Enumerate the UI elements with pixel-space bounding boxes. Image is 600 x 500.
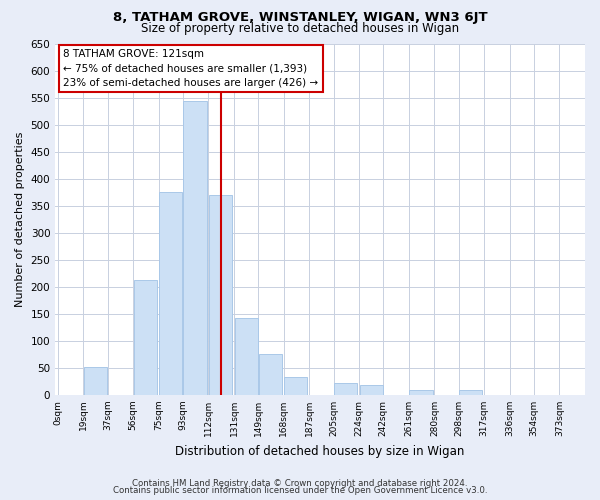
Bar [235, 318, 257, 395]
Text: 8, TATHAM GROVE, WINSTANLEY, WIGAN, WN3 6JT: 8, TATHAM GROVE, WINSTANLEY, WIGAN, WN3 … [113, 11, 487, 24]
Bar [459, 390, 482, 395]
Text: Contains HM Land Registry data © Crown copyright and database right 2024.: Contains HM Land Registry data © Crown c… [132, 478, 468, 488]
Bar [209, 195, 232, 395]
Bar [159, 192, 182, 395]
Bar [259, 354, 282, 395]
Bar [134, 280, 157, 395]
Text: Size of property relative to detached houses in Wigan: Size of property relative to detached ho… [141, 22, 459, 35]
Y-axis label: Number of detached properties: Number of detached properties [15, 132, 25, 307]
Bar [284, 377, 307, 395]
Bar [409, 390, 433, 395]
Bar [184, 100, 206, 395]
Bar [84, 367, 107, 395]
Bar [334, 383, 357, 395]
Bar [359, 385, 383, 395]
Text: Contains public sector information licensed under the Open Government Licence v3: Contains public sector information licen… [113, 486, 487, 495]
X-axis label: Distribution of detached houses by size in Wigan: Distribution of detached houses by size … [175, 444, 465, 458]
Text: 8 TATHAM GROVE: 121sqm
← 75% of detached houses are smaller (1,393)
23% of semi-: 8 TATHAM GROVE: 121sqm ← 75% of detached… [63, 49, 319, 88]
